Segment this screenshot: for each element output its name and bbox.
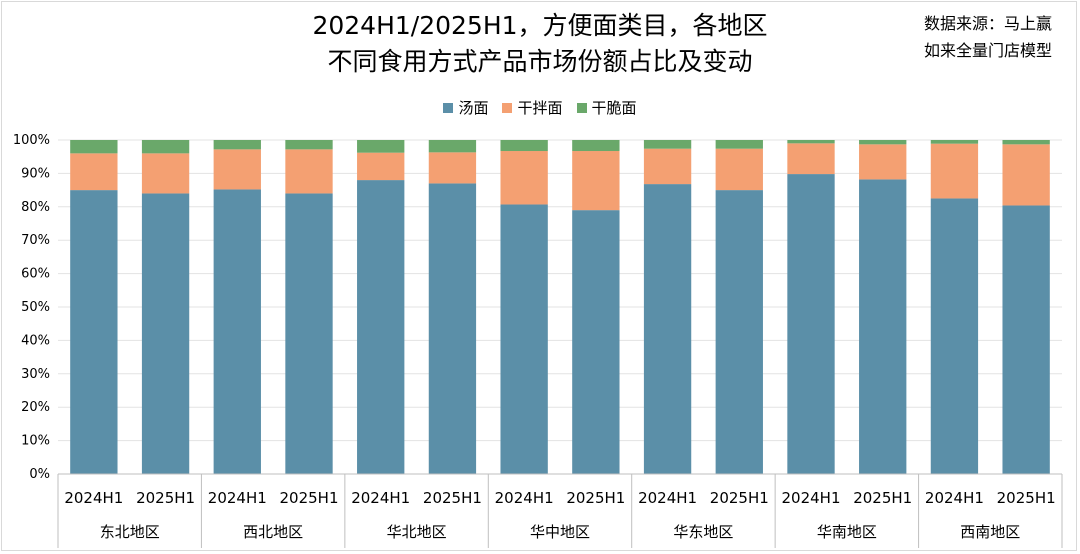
x-tick-label: 2024H1 [495, 489, 554, 507]
y-tick-label: 0% [29, 467, 50, 482]
region-label: 西南地区 [960, 523, 1020, 541]
y-tick-label: 90% [21, 166, 50, 181]
x-tick-label: 2024H1 [782, 489, 841, 507]
legend-item: 干拌面 [502, 97, 563, 118]
bar-segment [500, 140, 548, 152]
bar-segment [428, 140, 477, 153]
source-line1: 数据来源：马上赢 [923, 14, 1052, 33]
bar-segment [715, 148, 763, 191]
bar-segment [357, 180, 405, 474]
bar-segment [787, 174, 835, 474]
bar-segment [1002, 144, 1050, 206]
y-tick-label: 10% [21, 434, 50, 449]
bar-segment [859, 144, 907, 180]
x-tick-label: 2024H1 [208, 489, 267, 507]
source-line2: 如来全量门店模型 [923, 41, 1052, 60]
bar-segment [213, 189, 261, 474]
y-tick-label: 100% [13, 133, 50, 148]
x-tick-label: 2025H1 [853, 489, 912, 507]
y-tick-label: 80% [21, 200, 50, 215]
x-tick-label: 2024H1 [64, 489, 123, 507]
bar-segment [141, 153, 190, 194]
bar-segment [643, 184, 692, 474]
x-tick-label: 2025H1 [710, 489, 769, 507]
legend-swatch [443, 102, 454, 113]
bar-segment [930, 143, 979, 199]
bar-segment [859, 140, 907, 145]
bar-segment [285, 140, 333, 150]
bar-segment [70, 153, 118, 191]
bar-segment [141, 193, 190, 474]
region-label: 华东地区 [673, 523, 733, 541]
region-label: 华中地区 [530, 523, 590, 541]
y-tick-label: 50% [21, 300, 50, 315]
bar-segment [70, 190, 118, 474]
legend-item: 汤面 [443, 97, 488, 118]
bar-segment [428, 152, 477, 184]
region-label: 华南地区 [817, 523, 877, 541]
bar-segment [572, 151, 620, 211]
x-tick-label: 2025H1 [566, 489, 625, 507]
legend-label: 干脆面 [591, 99, 637, 117]
chart-title-line1: 2024H1/2025H1，方便面类目，各地区 [312, 11, 768, 40]
bar-segment [572, 140, 620, 152]
y-tick-label: 20% [21, 400, 50, 415]
bar-segment [213, 149, 261, 190]
x-tick-label: 2025H1 [997, 489, 1056, 507]
chart-title: 2024H1/2025H1，方便面类目，各地区 不同食用方式产品市场份额占比及变… [0, 8, 1080, 80]
bar-segment [357, 152, 405, 181]
bar-segment [859, 179, 907, 475]
bar-segment [285, 149, 333, 194]
x-tick-label: 2024H1 [351, 489, 410, 507]
bar-segment [930, 198, 979, 474]
legend-swatch [502, 102, 513, 113]
bar-segment [428, 183, 477, 475]
x-tick-label: 2025H1 [136, 489, 195, 507]
bar-segment [357, 140, 405, 153]
bar-segment [141, 140, 190, 154]
x-tick-label: 2025H1 [280, 489, 339, 507]
bar-segment [930, 140, 979, 144]
bar-segment [1002, 140, 1050, 145]
bar-segment [643, 140, 692, 149]
bar-segment [643, 148, 692, 185]
y-tick-label: 30% [21, 367, 50, 382]
source-note: 数据来源：马上赢 如来全量门店模型 [924, 10, 1052, 64]
bar-segment [1002, 205, 1050, 475]
bar-segment [213, 140, 261, 150]
y-tick-label: 70% [21, 233, 50, 248]
bar-segment [500, 204, 548, 474]
y-tick-label: 40% [21, 333, 50, 348]
bar-segment [715, 190, 763, 474]
chart-legend: 汤面 干拌面 干脆面 [0, 97, 1080, 118]
bar-segment [715, 140, 763, 149]
bar-segment [787, 140, 835, 144]
bar-segment [500, 151, 548, 205]
region-label: 西北地区 [243, 523, 303, 541]
x-tick-label: 2025H1 [423, 489, 482, 507]
x-tick-label: 2024H1 [925, 489, 984, 507]
bar-segment [787, 143, 835, 175]
bar-segment [285, 193, 333, 474]
x-tick-label: 2024H1 [638, 489, 697, 507]
y-tick-label: 60% [21, 267, 50, 282]
bar-segment [70, 140, 118, 154]
legend-item: 干脆面 [576, 97, 637, 118]
legend-label: 干拌面 [517, 99, 563, 117]
bar-segment [572, 210, 620, 474]
region-label: 华北地区 [387, 523, 447, 541]
region-label: 东北地区 [100, 523, 160, 541]
chart-title-line2: 不同食用方式产品市场份额占比及变动 [327, 47, 753, 76]
legend-swatch [576, 102, 587, 113]
legend-label: 汤面 [458, 99, 489, 117]
